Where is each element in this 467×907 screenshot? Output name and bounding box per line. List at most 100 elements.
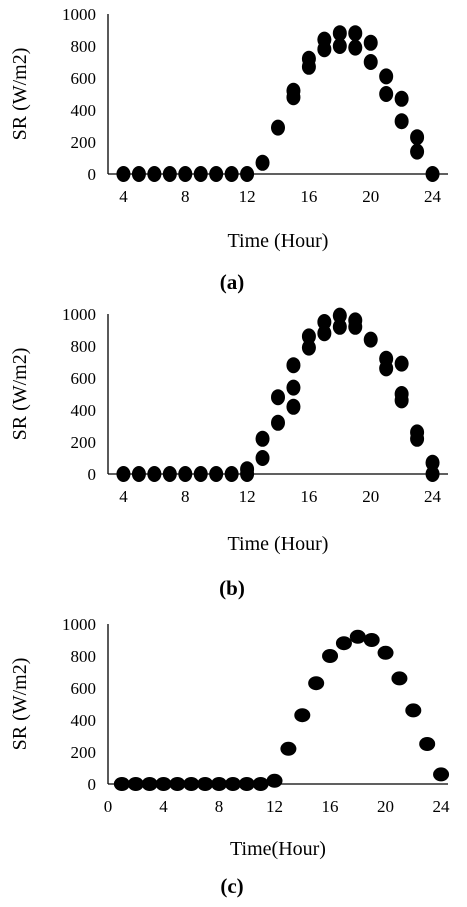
data-point: [162, 466, 177, 482]
data-point: [317, 314, 332, 330]
data-point: [240, 461, 255, 478]
panel-label: (b): [219, 576, 245, 600]
data-point: [209, 466, 224, 482]
y-axis-title: SR (W/m2): [9, 658, 31, 751]
y-tick-label: 200: [71, 433, 97, 452]
data-point: [394, 355, 409, 372]
data-point: [317, 325, 332, 342]
data-point: [332, 25, 347, 42]
x-axis-title: Time(Hour): [230, 838, 326, 860]
chart-panel-1: 0 200 400 600 800 1000 4 8 12 16 20 24 SR (W/m2) Time…: [9, 5, 448, 294]
y-tick-label: 800: [71, 647, 97, 666]
data-point: [155, 777, 172, 791]
panel-label: (a): [220, 270, 245, 294]
data-point: [377, 645, 394, 660]
data-point: [425, 454, 440, 471]
y-tick-label: 600: [71, 369, 97, 388]
data-point: [301, 328, 316, 345]
data-point: [363, 34, 378, 51]
data-point: [169, 777, 186, 791]
data-point: [116, 166, 131, 182]
chart-panel-3: 0 200 400 600 800 1000 0 4 8 12 16 20 24 SR (W/m2) Tim…: [9, 615, 450, 898]
data-point: [332, 318, 347, 335]
data-point: [425, 466, 440, 482]
y-tick-label: 400: [71, 101, 97, 120]
data-point: [255, 430, 270, 447]
y-tick-label: 1000: [62, 5, 96, 24]
data-point: [433, 767, 450, 782]
y-tick-label: 600: [71, 679, 97, 698]
data-point: [197, 777, 214, 791]
x-axis-title: Time (Hour): [228, 533, 329, 555]
x-tick-label: 20: [362, 487, 379, 506]
data-point: [127, 777, 144, 791]
data-point: [363, 331, 378, 348]
data-point: [266, 773, 283, 788]
data-point: [211, 777, 228, 791]
data-point: [147, 466, 162, 482]
data-point: [348, 39, 363, 56]
y-tick-label: 400: [71, 711, 97, 730]
data-point: [286, 357, 301, 374]
data-point: [131, 166, 146, 182]
data-point: [348, 25, 363, 42]
data-point: [349, 629, 366, 644]
data-point: [317, 31, 332, 48]
y-tick-label: 800: [71, 337, 97, 356]
x-tick-label: 4: [119, 487, 128, 506]
data-point: [178, 466, 193, 482]
data-point: [322, 649, 339, 663]
y-tick-label: 1000: [62, 305, 96, 324]
x-tick-label: 4: [119, 187, 128, 206]
data-point: [240, 166, 255, 182]
data-point: [147, 166, 162, 182]
x-tick-label: 12: [266, 797, 283, 816]
data-point: [193, 466, 208, 482]
data-point: [255, 450, 270, 466]
data-point: [224, 466, 239, 482]
data-point: [286, 398, 301, 415]
x-tick-label: 16: [300, 487, 317, 506]
data-point: [252, 777, 269, 791]
data-point: [332, 307, 347, 324]
data-point: [286, 82, 301, 99]
y-axis-title: SR (W/m2): [9, 348, 31, 441]
data-point: [332, 38, 347, 54]
y-tick-label: 800: [71, 37, 97, 56]
y-tick-label: 1000: [62, 615, 96, 634]
x-tick-label: 12: [239, 187, 256, 206]
y-axis-title: SR (W/m2): [9, 48, 31, 141]
y-tick-label: 0: [88, 465, 97, 484]
x-axis-title: Time (Hour): [228, 230, 329, 252]
data-point: [301, 339, 316, 356]
data-point: [141, 777, 158, 791]
data-point: [405, 703, 422, 718]
data-point: [419, 737, 436, 751]
data-point: [116, 466, 131, 482]
data-point: [425, 166, 440, 182]
x-tick-label: 4: [159, 797, 168, 816]
data-point: [410, 143, 425, 160]
y-tick-label: 0: [88, 775, 97, 794]
data-point: [410, 129, 425, 146]
x-tick-label: 8: [181, 187, 190, 206]
data-point: [162, 166, 177, 182]
chart-panel-2: 0 200 400 600 800 1000 4 8 12 16 20 24 SR (W/m2) Time…: [9, 305, 448, 600]
data-point: [363, 633, 380, 647]
data-point: [209, 166, 224, 182]
data-point: [394, 113, 409, 130]
x-tick-label: 20: [362, 187, 379, 206]
data-point: [294, 708, 311, 723]
data-point: [255, 154, 270, 171]
x-tick-label: 8: [181, 487, 190, 506]
data-point: [348, 312, 363, 329]
data-point: [301, 50, 316, 67]
data-point: [335, 636, 352, 651]
data-point: [410, 424, 425, 441]
y-tick-label: 200: [71, 743, 97, 762]
data-point: [379, 68, 394, 85]
data-point: [308, 676, 325, 691]
x-tick-label: 24: [424, 487, 442, 506]
x-tick-label: 16: [300, 187, 317, 206]
